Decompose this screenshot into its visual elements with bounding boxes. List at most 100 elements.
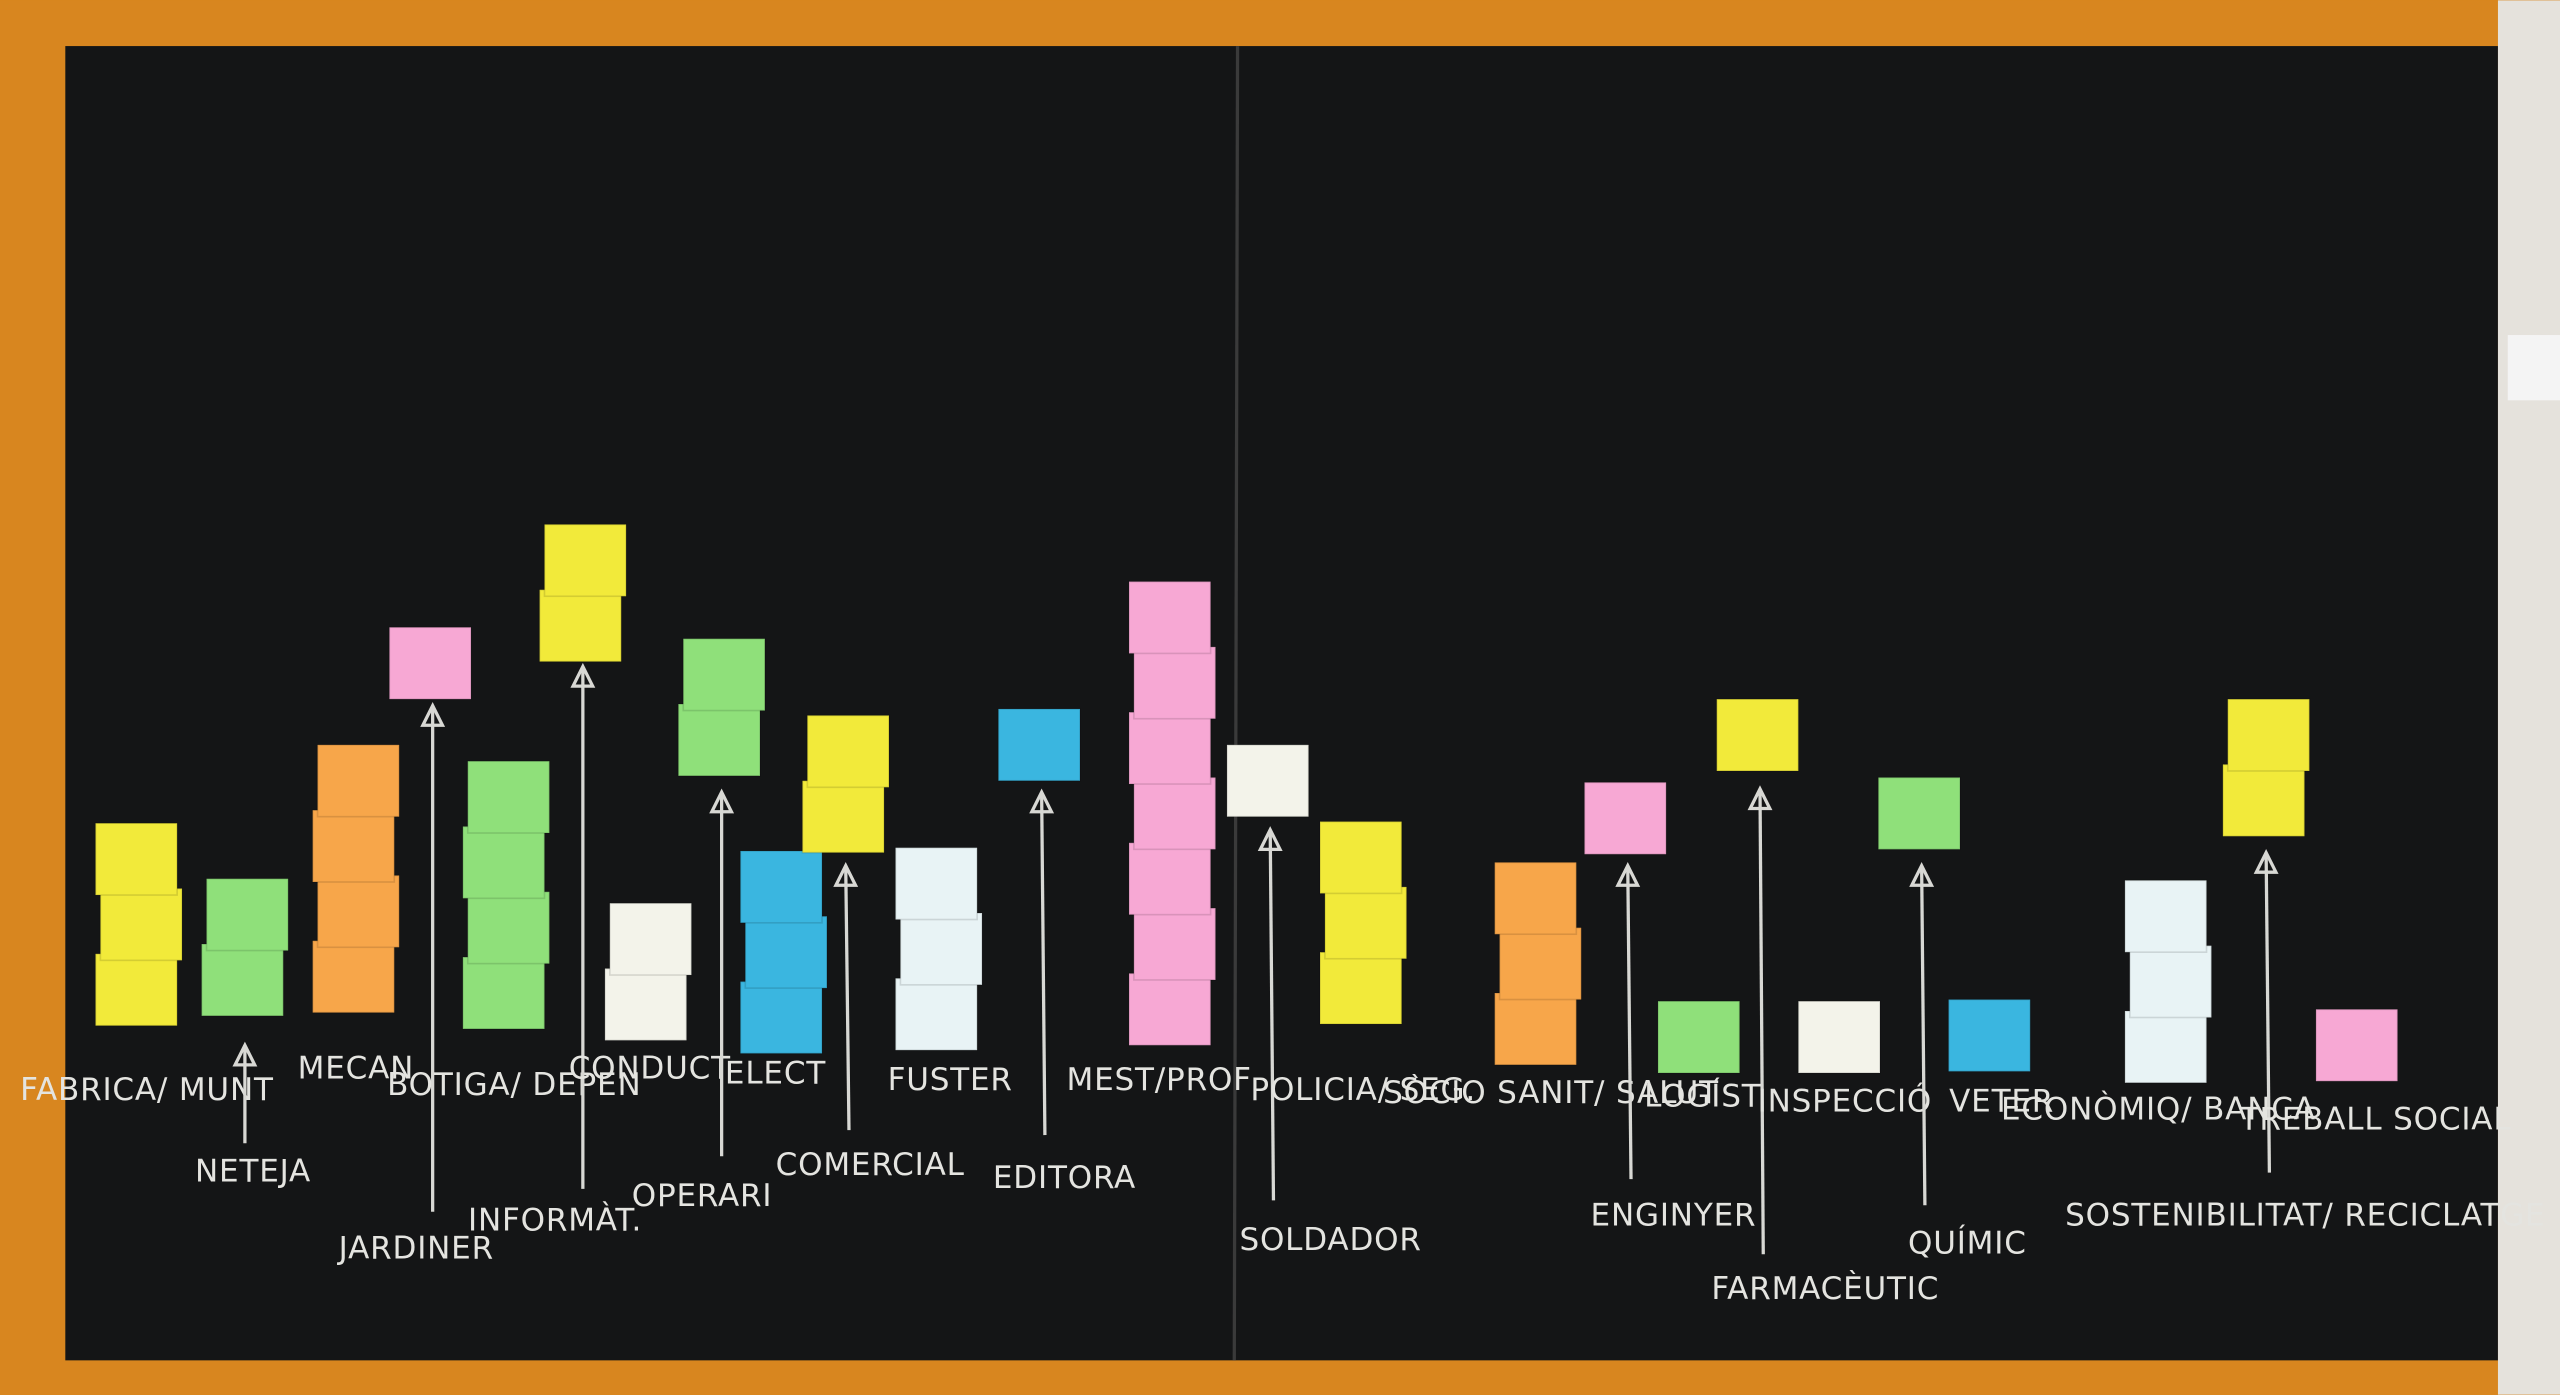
category-label: BOTIGA/ DEPEN [387, 1067, 641, 1103]
sticky-note [1657, 1000, 1741, 1074]
arrow-head [709, 788, 735, 814]
sticky-stack [1319, 820, 1408, 1025]
sticky-note [739, 850, 823, 924]
sticky-stack [2124, 879, 2213, 1084]
sticky-note [1797, 1000, 1881, 1074]
chalk-arrow [1040, 792, 1047, 1136]
sticky-note [806, 714, 890, 789]
sticky-stack [311, 744, 400, 1014]
sticky-note [388, 626, 472, 700]
arrow-head [1257, 826, 1283, 851]
sticky-note [1493, 992, 1578, 1066]
category-label: TREBALL SOCIAL [2239, 1101, 2512, 1137]
category-label: ELECT [725, 1056, 826, 1092]
sticky-note [894, 846, 978, 921]
category-label: FABRICA/ MUNT [20, 1072, 274, 1108]
chalk-arrow [844, 865, 851, 1131]
category-label: LOGÍST [1644, 1077, 1762, 1115]
sticky-note [538, 588, 623, 663]
sticky-note [316, 744, 400, 818]
sticky-stack [1877, 776, 1961, 851]
sticky-note [99, 887, 183, 962]
sticky-note [1128, 711, 1212, 785]
category-label: QUÍMIC [1908, 1223, 2027, 1261]
category-label: CONDUCT [569, 1051, 731, 1087]
arrow-head [420, 702, 446, 727]
sticky-note [200, 943, 285, 1017]
sticky-stack [388, 626, 472, 700]
sticky-note [543, 523, 627, 598]
chalk-arrow [1626, 865, 1633, 1180]
chalk-arrow [1758, 788, 1765, 1255]
sticky-note [2124, 1010, 2208, 1084]
arrow-head [570, 662, 596, 688]
sticky-stack [677, 637, 766, 777]
sticky-stack [200, 877, 289, 1017]
sticky-note [604, 967, 688, 1042]
sticky-note [1877, 776, 1961, 851]
chalk-arrow [1920, 865, 1927, 1206]
sticky-note [997, 708, 1081, 782]
sticky-note [205, 877, 289, 952]
sticky-note [1128, 841, 1212, 916]
sticky-note [2222, 763, 2306, 838]
category-label: SOLDADOR [1239, 1222, 1421, 1258]
category-label: NETEJA [195, 1154, 311, 1190]
sticky-note [1715, 698, 1800, 772]
sticky-note [1133, 646, 1217, 720]
sticky-stack [604, 902, 693, 1042]
sticky-note [894, 977, 978, 1051]
blackboard [65, 46, 2498, 1361]
category-label: SOSTENIBILITAT/ RECICLATGE [2065, 1198, 2545, 1234]
arrow-head [232, 1041, 258, 1067]
arrow-head [2253, 848, 2279, 874]
sticky-stack [801, 714, 890, 854]
sticky-note [1319, 820, 1403, 895]
sticky-note [2124, 879, 2208, 954]
chalk-arrow [2264, 852, 2272, 1173]
sticky-stack [2315, 1008, 2399, 1082]
sticky-stack [739, 850, 828, 1055]
category-label: MEST/PROF [1067, 1062, 1252, 1098]
category-label: VETER [1949, 1083, 2054, 1119]
sticky-note [1498, 926, 1583, 1001]
sticky-note [608, 902, 693, 976]
sticky-chart: FABRICA/ MUNT NETEJA MECAN JARDINER BOTIGA/ … [20, 523, 2545, 1307]
category-label: SÒCIO SANIT/ SALUT [1383, 1072, 1719, 1111]
category-label: POLICIA/ SEG. [1250, 1072, 1476, 1108]
wall [2497, 0, 2560, 1395]
sticky-note [1128, 580, 1212, 655]
category-label: ECONÒMIQ/ BANCA [2001, 1089, 2316, 1128]
sticky-note [1319, 951, 1403, 1025]
sticky-stack [538, 523, 627, 663]
sticky-stack [1493, 861, 1583, 1066]
sticky-note [801, 779, 885, 854]
sticky-note [311, 809, 396, 883]
sticky-note [677, 703, 761, 777]
sticky-note [2226, 698, 2311, 772]
sticky-note [744, 915, 828, 989]
sticky-stack [462, 760, 551, 1030]
sticky-note [466, 760, 551, 834]
arrow-head [1029, 788, 1055, 814]
sticky-note [462, 956, 546, 1030]
category-label: MECAN [298, 1051, 415, 1087]
sticky-stack [94, 822, 183, 1027]
sticky-note [316, 874, 400, 949]
category-label: INFORMÀT. [468, 1201, 642, 1239]
arrow-head [1615, 862, 1641, 887]
sticky-note [2315, 1008, 2399, 1082]
category-label: OPERARI [632, 1178, 773, 1214]
sticky-stack [1715, 698, 1800, 772]
sticky-note [1583, 781, 1667, 856]
sticky-stack [1583, 781, 1667, 856]
arrow-head [1747, 785, 1773, 811]
sticky-note [899, 912, 983, 986]
sticky-stack [1128, 580, 1217, 1047]
chalk-arrow [1268, 829, 1276, 1201]
sticky-note [1324, 886, 1408, 960]
sticky-note [1947, 998, 2032, 1073]
sticky-stack [894, 846, 983, 1051]
